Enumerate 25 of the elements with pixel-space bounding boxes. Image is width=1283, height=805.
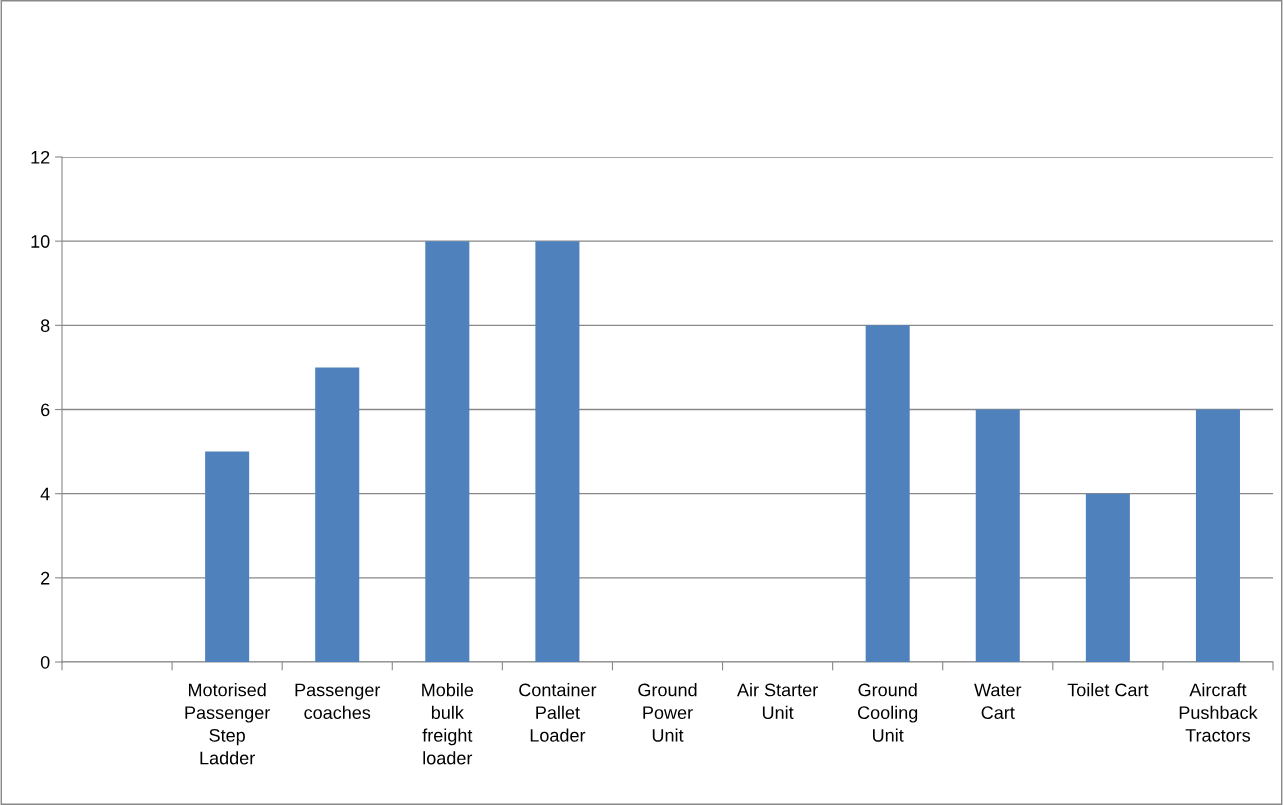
x-tick-label: Motorised Passenger Step Ladder (185, 683, 270, 765)
x-tick-label: Ground Cooling Unit (857, 683, 918, 742)
bar (205, 451, 250, 662)
x-tick-label: Mobile bulk freight loader (422, 683, 474, 765)
bar (865, 325, 910, 662)
x-tick-label: Water Cart (974, 683, 1022, 720)
y-tick-label: 8 (40, 319, 50, 333)
bar (425, 241, 470, 662)
bar (1195, 409, 1240, 662)
bar (315, 367, 360, 662)
y-tick-label: 0 (40, 655, 50, 669)
x-tick-label: Air Starter Unit (737, 683, 818, 720)
x-tick-label: Ground Power Unit (638, 683, 697, 742)
x-tick-label: Passenger coaches (295, 683, 381, 720)
x-tick-label: Toilet Cart (1067, 683, 1149, 697)
x-tick-label: Aircraft Pushback Tractors (1179, 683, 1258, 742)
y-tick-label: 12 (31, 150, 50, 164)
y-tick-label: 6 (41, 403, 50, 417)
y-tick-label: 2 (41, 571, 50, 585)
y-tick-label: 10 (31, 235, 50, 248)
bar (535, 241, 580, 662)
bar (975, 409, 1020, 662)
x-tick-label: Container Pallet Loader (519, 683, 597, 742)
bar (1085, 493, 1130, 662)
y-tick-label: 4 (40, 487, 50, 501)
